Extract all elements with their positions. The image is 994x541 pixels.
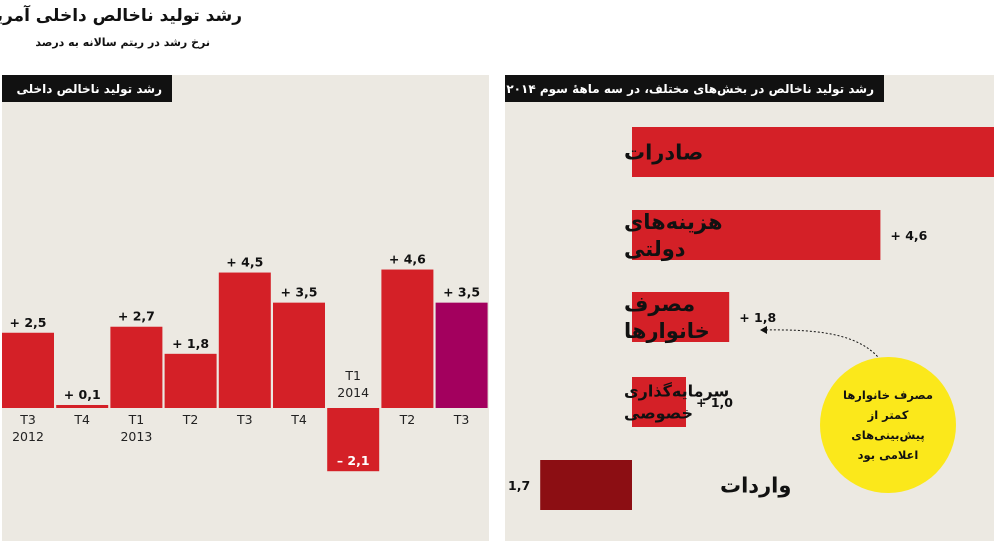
sector-bar-4: [632, 377, 686, 427]
sector-category-label-2-1: هزینه‌های: [624, 210, 723, 234]
bar-value-label-1: + 2,5: [10, 315, 47, 330]
sector-category-label-3-1: مصرف: [624, 292, 695, 316]
quarterly-gdp-chart: + 2,5 T3 2012 + 0,1 T4 + 2,7 T1 2013 + 1,8 T2 + 4,…: [2, 252, 488, 472]
sector-gdp-panel: رشد تولید ناخالص در بخش‌های مختلف، در سه…: [505, 75, 994, 541]
chart-title: رشد تولید ناخالص داخلی آمریکا: [0, 6, 242, 26]
category-label-2-1: T4: [73, 412, 90, 427]
bar-value-label-9: + 3,5: [443, 285, 480, 300]
sector-gdp-panel-title: رشد تولید ناخالص در بخش‌های مختلف، در سه…: [506, 81, 874, 96]
sector-value-label-3: + 1,8: [739, 310, 776, 325]
bar-value-label-3: + 2,7: [118, 309, 155, 324]
category-label-8-1: T2: [399, 412, 416, 427]
category-label-3-2: 2013: [120, 429, 152, 444]
bar-value-label-8: + 4,6: [389, 252, 426, 267]
chart-subtitle: نرخ رشد در ریتم سالانه به درصد: [35, 36, 210, 49]
callout-leader-line: [762, 329, 886, 367]
bar-value-label-2: + 0,1: [64, 387, 101, 402]
bar-8: [381, 269, 434, 408]
sector-bar-5: [540, 460, 632, 510]
quarterly-gdp-panel-title: رشد تولید ناخالص داخلی: [16, 81, 162, 96]
bar-6: [273, 302, 325, 408]
category-label-9-1: T3: [453, 412, 470, 427]
callout-leader-arrowhead: [760, 326, 767, 334]
bar-4: [164, 353, 217, 408]
household-consumption-callout: مصرف خانوارها کمتر از پیش‌بینی‌های اعلام…: [820, 357, 956, 493]
bar-5: [218, 272, 271, 408]
category-label-7-2: 2014: [337, 385, 369, 400]
bar-7: [327, 408, 380, 472]
sector-bar-2: [632, 210, 881, 260]
sector-value-label-4: + 1,0: [696, 395, 733, 410]
quarterly-gdp-panel-header: رشد تولید ناخالص داخلی: [2, 75, 172, 102]
bar-2: [56, 404, 109, 408]
sector-category-label-4-1: سرمایه‌گذاری: [624, 382, 729, 401]
bar-value-label-4: + 1,8: [172, 336, 209, 351]
category-label-3-1: T1: [128, 412, 145, 427]
sector-category-label-1-1: صادرات: [624, 140, 703, 164]
callout-text: مصرف خانوارها کمتر از پیش‌بینی‌های اعلام…: [843, 388, 933, 462]
bar-3: [110, 326, 163, 408]
sector-bar-3: [632, 292, 730, 342]
sector-category-label-3-2: خانوارها: [624, 319, 710, 343]
bar-value-label-6: + 3,5: [281, 285, 318, 300]
sector-gdp-panel-header: رشد تولید ناخالص در بخش‌های مختلف، در سه…: [505, 75, 884, 102]
sector-category-label-4-2: خصوصی: [624, 404, 693, 423]
sector-category-label-5-1: واردات: [720, 473, 791, 497]
sector-value-label-2: + 4,6: [890, 228, 927, 243]
sector-value-label-5: – 1,7: [505, 478, 530, 493]
quarterly-gdp-panel: رشد تولید ناخالص داخلی + 2,5 T3 2012 + 0,1 T…: [2, 75, 489, 541]
bar-9: [435, 302, 488, 408]
category-label-7-1: T1: [344, 368, 361, 383]
sector-bar-1: [632, 127, 994, 177]
category-label-6-1: T4: [290, 412, 307, 427]
bar-value-label-5: + 4,5: [226, 255, 263, 270]
category-label-1-1: T3: [19, 412, 36, 427]
sector-category-label-2-2: دولتی: [624, 237, 686, 261]
category-label-1-2: 2012: [12, 429, 44, 444]
category-label-5-1: T3: [236, 412, 253, 427]
bar-value-label-7: – 2,1: [337, 453, 370, 468]
bar-1: [2, 332, 54, 408]
category-label-4-1: T2: [182, 412, 199, 427]
